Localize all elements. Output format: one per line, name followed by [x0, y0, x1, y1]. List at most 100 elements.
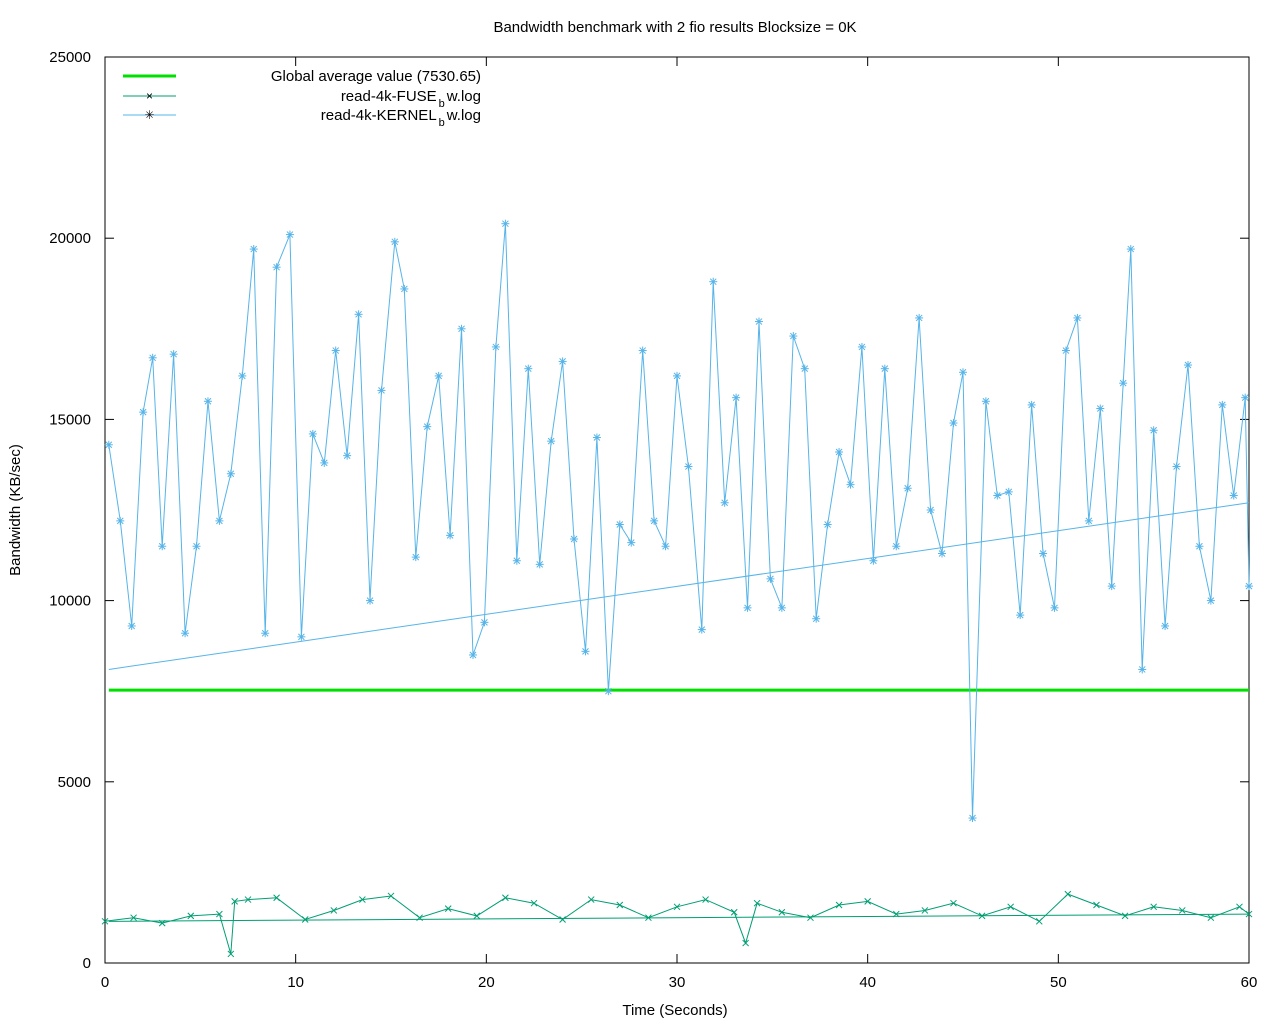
- kernel-point: [1218, 400, 1227, 409]
- kernel-point: [331, 346, 340, 355]
- fuse-point: [978, 912, 986, 920]
- kernel-point: [524, 364, 533, 373]
- fuse-point: [158, 919, 166, 927]
- y-tick-label: 25000: [49, 49, 91, 66]
- kernel-point: [892, 542, 901, 551]
- kernel-point: [457, 324, 466, 333]
- kernel-point: [743, 603, 752, 612]
- kernel-point: [127, 621, 136, 630]
- kernel-point: [1206, 596, 1215, 605]
- kernel-point: [535, 560, 544, 569]
- kernel-point: [1241, 393, 1250, 402]
- kernel-point: [512, 556, 521, 565]
- fuse-point: [742, 939, 749, 947]
- kernel-point: [993, 491, 1002, 500]
- fuse-series-line: [104, 893, 1250, 955]
- fuse-point: [1064, 890, 1072, 898]
- kernel-point: [709, 277, 718, 286]
- kernel-point: [390, 237, 399, 246]
- fuse-point: [216, 910, 223, 918]
- kernel-point: [261, 629, 270, 638]
- kernel-point: [558, 357, 567, 366]
- legend-marker-kernel: ✳: [144, 108, 154, 122]
- fuse-point: [231, 898, 239, 905]
- fuse-point: [778, 908, 786, 916]
- x-tick-label: 40: [859, 974, 876, 991]
- fuse-point: [416, 914, 423, 922]
- kernel-point: [1039, 549, 1048, 558]
- kernel-point: [169, 350, 178, 359]
- kernel-point: [570, 534, 579, 543]
- kernel-point: [272, 263, 281, 272]
- y-tick-label: 0: [83, 955, 91, 972]
- kernel-point: [880, 364, 889, 373]
- kernel-series-line: [108, 223, 1250, 819]
- fuse-point: [835, 901, 843, 909]
- x-axis-ticks: 0 10 20 30 40 50 60: [101, 57, 1257, 991]
- kernel-point: [949, 419, 958, 428]
- kernel-point: [846, 480, 855, 489]
- kernel-point: [491, 342, 500, 351]
- kernel-point: [968, 814, 977, 823]
- kernel-point: [1149, 426, 1158, 435]
- kernel-point: [1229, 491, 1238, 500]
- kernel-point: [1161, 621, 1170, 630]
- fuse-point: [444, 905, 452, 912]
- fuse-point: [187, 912, 195, 920]
- y-tick-label: 5000: [58, 774, 91, 791]
- kernel-point: [139, 408, 148, 417]
- kernel-point: [592, 433, 601, 442]
- fuse-point: [530, 899, 538, 907]
- kernel-point: [650, 516, 659, 525]
- kernel-point: [869, 556, 878, 565]
- kernel-point: [285, 230, 294, 239]
- fuse-point: [645, 914, 652, 922]
- kernel-point: [226, 469, 235, 478]
- fuse-point: [359, 896, 366, 903]
- fuse-trend-line: [108, 913, 1250, 922]
- kernel-point: [434, 371, 443, 380]
- kernel-point: [203, 397, 212, 406]
- kernel-point: [1183, 361, 1192, 370]
- kernel-point: [1172, 462, 1181, 471]
- fuse-point: [892, 910, 900, 918]
- legend-label-fuse: read-4k-FUSE b w.log: [341, 88, 481, 110]
- kernel-point: [547, 437, 556, 446]
- fuse-point: [1178, 907, 1186, 914]
- y-tick-label: 10000: [49, 593, 91, 610]
- kernel-point: [1004, 487, 1013, 496]
- kernel-point: [468, 650, 477, 659]
- kernel-point: [661, 542, 670, 551]
- kernel-point: [1195, 542, 1204, 551]
- x-tick-label: 10: [287, 974, 304, 991]
- kernel-point: [823, 520, 832, 529]
- series-layer: [101, 219, 1253, 958]
- fuse-point: [244, 896, 252, 903]
- kernel-point: [1073, 313, 1082, 322]
- kernel-point: [812, 614, 821, 623]
- fuse-point: [753, 899, 761, 907]
- kernel-point: [1138, 665, 1147, 674]
- fuse-point: [673, 903, 681, 911]
- kernel-point: [981, 397, 990, 406]
- kernel-point: [1126, 245, 1135, 254]
- kernel-point: [638, 346, 647, 355]
- kernel-point: [697, 625, 706, 634]
- kernel-point: [1084, 516, 1093, 525]
- fuse-point: [730, 908, 738, 916]
- kernel-point: [835, 448, 844, 457]
- kernel-point: [959, 368, 967, 377]
- x-tick-label: 30: [669, 974, 686, 991]
- kernel-point: [1016, 611, 1025, 620]
- kernel-point: [581, 647, 590, 656]
- x-axis-label: Time (Seconds): [622, 1002, 727, 1019]
- kernel-point: [938, 549, 947, 558]
- fuse-point: [950, 899, 957, 907]
- kernel-point: [1027, 400, 1036, 409]
- plot-area: [104, 56, 1250, 964]
- fuse-point: [1035, 917, 1043, 925]
- kernel-point: [754, 317, 763, 326]
- kernel-point: [192, 542, 201, 551]
- fuse-point: [1093, 901, 1100, 909]
- kernel-point: [1119, 379, 1128, 388]
